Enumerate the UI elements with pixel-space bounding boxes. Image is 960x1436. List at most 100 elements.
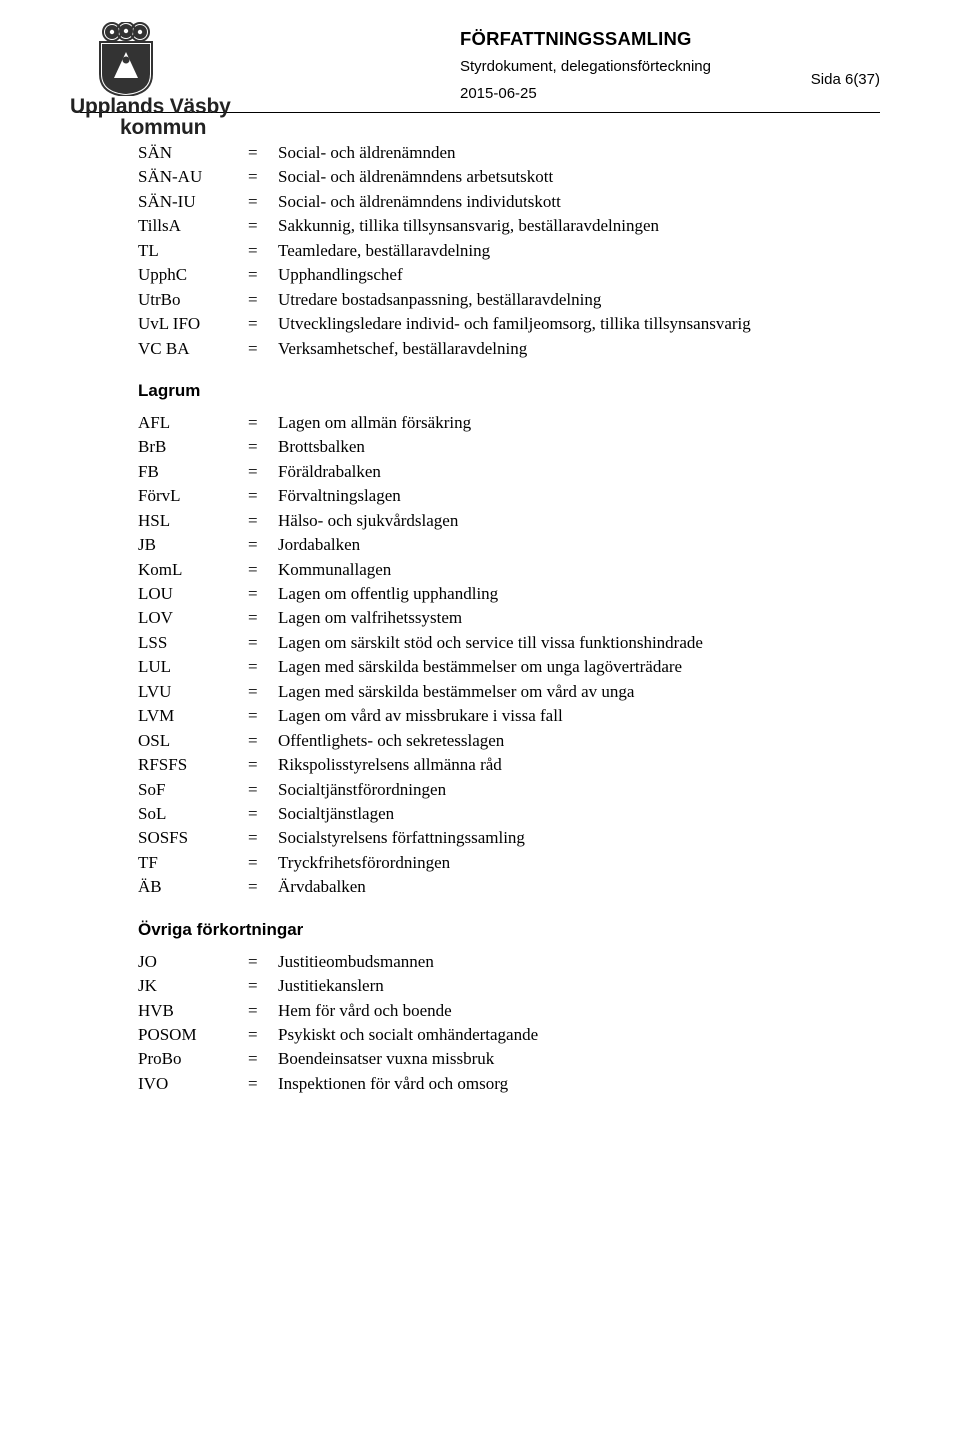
table-row: SoF=Socialtjänstförordningen	[138, 778, 703, 802]
equals-sign: =	[248, 851, 278, 875]
abbr-value: Inspektionen för vård och omsorg	[278, 1072, 538, 1096]
abbr-value: Lagen med särskilda bestämmelser om vård…	[278, 680, 703, 704]
abbr-value: Lagen om offentlig upphandling	[278, 582, 703, 606]
equals-sign: =	[248, 288, 278, 312]
abbr-key: UvL IFO	[138, 312, 248, 336]
equals-sign: =	[248, 582, 278, 606]
equals-sign: =	[248, 312, 278, 336]
table-row: TF=Tryckfrihetsförordningen	[138, 851, 703, 875]
table-row: LVU=Lagen med särskilda bestämmelser om …	[138, 680, 703, 704]
abbr-value: Lagen med särskilda bestämmelser om unga…	[278, 655, 703, 679]
equals-sign: =	[248, 1023, 278, 1047]
equals-sign: =	[248, 753, 278, 777]
table-row: SÄN=Social- och äldrenämnden	[138, 141, 751, 165]
org-logo: Upplands Väsby kommun	[70, 22, 300, 139]
abbr-key: SoL	[138, 802, 248, 826]
abbr-value: Kommunallagen	[278, 558, 703, 582]
table-row: LOV=Lagen om valfrihetssystem	[138, 606, 703, 630]
abbr-key: ProBo	[138, 1047, 248, 1071]
table-row: LSS=Lagen om särskilt stöd och service t…	[138, 631, 703, 655]
table-row: UvL IFO=Utvecklingsledare individ- och f…	[138, 312, 751, 336]
abbr-key: VC BA	[138, 337, 248, 361]
abbr-value: Jordabalken	[278, 533, 703, 557]
table-row: LUL=Lagen med särskilda bestämmelser om …	[138, 655, 703, 679]
abbr-key: JK	[138, 974, 248, 998]
abbr-value: Utvecklingsledare individ- och familjeom…	[278, 312, 751, 336]
abbr-value: Ärvdabalken	[278, 875, 703, 899]
org-name-top: Upplands Väsby	[70, 96, 300, 117]
equals-sign: =	[248, 484, 278, 508]
abbr-value: Social- och äldrenämndens individutskott	[278, 190, 751, 214]
abbr-value: Lagen om vård av missbrukare i vissa fal…	[278, 704, 703, 728]
table-row: RFSFS=Rikspolisstyrelsens allmänna råd	[138, 753, 703, 777]
abbr-value: Upphandlingschef	[278, 263, 751, 287]
abbr-key: IVO	[138, 1072, 248, 1096]
section-heading: Övriga förkortningar	[138, 920, 880, 940]
equals-sign: =	[248, 1072, 278, 1096]
page-number: Sida 6(37)	[811, 71, 880, 98]
table-row: TL=Teamledare, beställaravdelning	[138, 239, 751, 263]
equals-sign: =	[248, 141, 278, 165]
table-row: UtrBo=Utredare bostadsanpassning, bestäl…	[138, 288, 751, 312]
abbr-key: BrB	[138, 435, 248, 459]
abbr-key: RFSFS	[138, 753, 248, 777]
abbr-value: Socialtjänstlagen	[278, 802, 703, 826]
abbr-value: Teamledare, beställaravdelning	[278, 239, 751, 263]
table-row: HVB=Hem för vård och boende	[138, 999, 538, 1023]
abbr-key: FörvL	[138, 484, 248, 508]
equals-sign: =	[248, 826, 278, 850]
table-row: ÄB=Ärvdabalken	[138, 875, 703, 899]
abbr-value: Justitiekanslern	[278, 974, 538, 998]
table-row: UpphC=Upphandlingschef	[138, 263, 751, 287]
equals-sign: =	[248, 802, 278, 826]
abbr-key: HSL	[138, 509, 248, 533]
table-row: IVO=Inspektionen för vård och omsorg	[138, 1072, 538, 1096]
abbr-key: SÄN-AU	[138, 165, 248, 189]
equals-sign: =	[248, 509, 278, 533]
table-row: SÄN-IU=Social- och äldrenämndens individ…	[138, 190, 751, 214]
abbr-value: Utredare bostadsanpassning, beställaravd…	[278, 288, 751, 312]
abbr-key: KomL	[138, 558, 248, 582]
equals-sign: =	[248, 680, 278, 704]
table-row: TillsA=Sakkunnig, tillika tillsynsansvar…	[138, 214, 751, 238]
equals-sign: =	[248, 337, 278, 361]
abbr-key: AFL	[138, 411, 248, 435]
table-row: LOU=Lagen om offentlig upphandling	[138, 582, 703, 606]
equals-sign: =	[248, 214, 278, 238]
abbr-value: Tryckfrihetsförordningen	[278, 851, 703, 875]
abbr-key: LUL	[138, 655, 248, 679]
equals-sign: =	[248, 435, 278, 459]
abbr-key: LVM	[138, 704, 248, 728]
table-row: SÄN-AU=Social- och äldrenämndens arbetsu…	[138, 165, 751, 189]
abbr-value: Rikspolisstyrelsens allmänna råd	[278, 753, 703, 777]
abbr-value: Psykiskt och socialt omhändertagande	[278, 1023, 538, 1047]
abbr-key: SoF	[138, 778, 248, 802]
equals-sign: =	[248, 655, 278, 679]
table-row: FB=Föräldrabalken	[138, 460, 703, 484]
abbr-key: SÄN	[138, 141, 248, 165]
abbr-key: POSOM	[138, 1023, 248, 1047]
table-row: JO=Justitieombudsmannen	[138, 950, 538, 974]
abbr-value: Hälso- och sjukvårdslagen	[278, 509, 703, 533]
table-row: SOSFS=Socialstyrelsens författningssamli…	[138, 826, 703, 850]
equals-sign: =	[248, 631, 278, 655]
doc-date: 2015-06-25	[460, 85, 537, 102]
abbr-value: Boendeinsatser vuxna missbruk	[278, 1047, 538, 1071]
table-row: LVM=Lagen om vård av missbrukare i vissa…	[138, 704, 703, 728]
table-row: JB=Jordabalken	[138, 533, 703, 557]
equals-sign: =	[248, 460, 278, 484]
abbr-value: Social- och äldrenämnden	[278, 141, 751, 165]
equals-sign: =	[248, 558, 278, 582]
table-row: VC BA=Verksamhetschef, beställaravdelnin…	[138, 337, 751, 361]
org-name-bottom: kommun	[70, 117, 300, 138]
table-row: KomL=Kommunallagen	[138, 558, 703, 582]
abbr-key: SOSFS	[138, 826, 248, 850]
abbr-key: LOV	[138, 606, 248, 630]
abbr-key: TillsA	[138, 214, 248, 238]
equals-sign: =	[248, 974, 278, 998]
abbr-key: TF	[138, 851, 248, 875]
abbr-value: Hem för vård och boende	[278, 999, 538, 1023]
abbr-value: Brottsbalken	[278, 435, 703, 459]
equals-sign: =	[248, 263, 278, 287]
abbr-key: FB	[138, 460, 248, 484]
